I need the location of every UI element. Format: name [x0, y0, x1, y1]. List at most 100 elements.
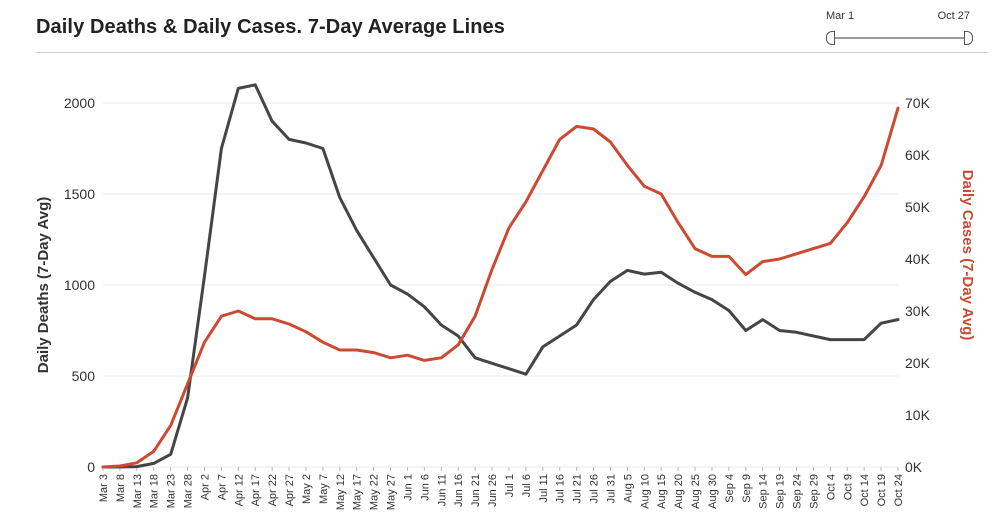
cases-data-point	[693, 247, 697, 250]
left-tick-label: 1500	[64, 186, 95, 202]
cases-data-point	[304, 330, 308, 333]
deaths-data-point	[659, 271, 663, 274]
cases-series-line	[101, 106, 900, 469]
right-tick-label: 40K	[905, 251, 931, 267]
x-tick-label: Sep 19	[775, 474, 787, 509]
deaths-data-point	[727, 309, 731, 312]
deaths-series-line	[101, 83, 900, 469]
cases-data-point	[524, 200, 528, 203]
deaths-data-point	[541, 345, 544, 349]
cases-data-point	[406, 354, 409, 357]
right-tick-label: 60K	[905, 147, 931, 163]
x-tick-label: Sep 29	[808, 474, 820, 509]
deaths-data-point	[846, 338, 849, 341]
cases-data-point	[727, 255, 731, 258]
cases-data-point	[710, 255, 714, 258]
x-tick-label: Aug 5	[622, 474, 634, 503]
cases-data-point	[761, 260, 764, 263]
range-slider-track[interactable]	[832, 37, 968, 39]
range-end-handle[interactable]	[964, 31, 973, 45]
cases-data-point	[795, 252, 798, 255]
cases-data-point	[676, 221, 680, 224]
cases-data-point	[507, 226, 511, 229]
deaths-data-point	[220, 147, 223, 150]
x-tick-label: Mar 13	[132, 474, 144, 508]
cases-data-point	[879, 164, 883, 167]
x-tick-label: May 17	[352, 474, 364, 510]
x-tick-label: Sep 14	[758, 474, 770, 509]
x-tick-label: Jul 21	[572, 474, 584, 503]
x-tick-label: May 12	[335, 474, 347, 510]
cases-data-point	[829, 242, 832, 245]
x-tick-label: Jul 11	[538, 474, 550, 503]
x-tick-label: Jun 11	[436, 474, 448, 506]
deaths-data-point	[761, 318, 764, 321]
x-tick-label: Jul 31	[605, 474, 617, 503]
x-tick-label: Sep 4	[724, 474, 736, 503]
deaths-data-point	[338, 196, 342, 199]
x-tick-label: May 7	[318, 474, 330, 504]
deaths-data-point	[169, 453, 172, 456]
x-tick-label: Apr 27	[284, 474, 296, 506]
cases-data-point	[659, 192, 663, 196]
deaths-data-point	[186, 396, 189, 400]
deaths-data-point	[676, 281, 680, 285]
x-tick-label: Mar 28	[183, 474, 195, 508]
x-tick-label: Oct 14	[859, 474, 871, 506]
deaths-data-point	[254, 83, 257, 87]
right-axis-title: Daily Cases (7-Day Avg)	[959, 170, 976, 341]
deaths-data-point	[473, 356, 477, 359]
deaths-data-point	[389, 283, 392, 287]
header-divider	[36, 52, 988, 53]
left-axis-title: Daily Deaths (7-Day Avg)	[35, 197, 52, 373]
cases-data-point	[186, 382, 189, 385]
x-tick-label: Apr 22	[267, 474, 279, 506]
deaths-data-point	[592, 298, 595, 301]
cases-data-point	[473, 315, 477, 318]
right-tick-label: 30K	[905, 303, 931, 319]
x-tick-label: Aug 25	[690, 474, 702, 509]
cases-data-point	[490, 268, 494, 271]
x-tick-label: Apr 12	[233, 474, 245, 506]
x-tick-label: Sep 24	[792, 474, 804, 509]
x-tick-label: Jul 6	[521, 474, 533, 497]
range-start-handle[interactable]	[826, 31, 835, 45]
cases-data-point	[355, 348, 358, 352]
cases-data-point	[457, 343, 460, 346]
x-tick-label: Jul 26	[589, 474, 601, 503]
cases-data-point	[626, 164, 629, 167]
x-tick-label: Mar 18	[149, 474, 161, 508]
x-tick-label: May 27	[386, 474, 398, 510]
deaths-data-point	[423, 305, 426, 309]
deaths-data-point	[440, 323, 443, 327]
deaths-data-point	[304, 141, 308, 145]
x-tick-label: Aug 20	[673, 474, 685, 509]
cases-data-point	[558, 138, 561, 141]
deaths-data-point	[135, 465, 139, 468]
x-tick-label: Apr 7	[216, 474, 228, 500]
cases-data-point	[575, 125, 578, 128]
deaths-data-point	[321, 147, 325, 150]
x-tick-label: Aug 10	[639, 474, 651, 509]
cases-data-point	[101, 465, 105, 469]
cases-data-point	[338, 348, 342, 352]
cases-data-point	[423, 359, 426, 362]
deaths-data-point	[490, 362, 494, 365]
cases-data-point	[778, 257, 781, 261]
x-tick-label: May 2	[301, 474, 313, 504]
x-tick-label: May 22	[369, 474, 381, 510]
right-tick-label: 50K	[905, 199, 931, 215]
cases-data-point	[440, 356, 443, 359]
x-tick-label: Aug 15	[656, 474, 668, 509]
deaths-data-point	[457, 334, 460, 338]
x-tick-label: Oct 9	[842, 474, 854, 500]
x-tick-label: Jul 16	[555, 474, 567, 503]
right-tick-label: 70K	[905, 95, 931, 111]
deaths-data-point	[609, 280, 612, 283]
deaths-data-point	[795, 331, 798, 334]
right-tick-label: 20K	[905, 355, 931, 371]
deaths-data-point	[152, 462, 155, 465]
x-tick-label: Mar 3	[98, 474, 110, 502]
date-range-selector[interactable]: Mar 1 Oct 27	[812, 10, 982, 46]
